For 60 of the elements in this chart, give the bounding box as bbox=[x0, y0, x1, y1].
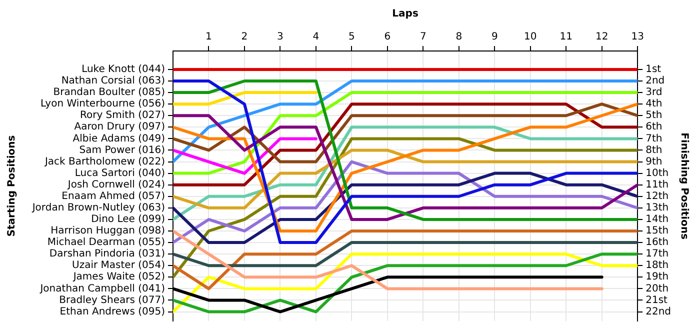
y-tick-label: 9th bbox=[646, 156, 662, 168]
y-tick-label: 21st bbox=[646, 294, 668, 306]
text: Michael Dearman (055) bbox=[47, 237, 166, 248]
y-tick-label: 15th bbox=[646, 226, 669, 237]
text: Jonathan Campbell (041) bbox=[39, 283, 166, 294]
y-tick-label: 1st bbox=[646, 64, 662, 76]
x-tick-label: 6 bbox=[384, 32, 391, 43]
y-tick-label: 17th bbox=[646, 248, 669, 260]
text: Starting Positions bbox=[6, 135, 18, 237]
text: Nathan Corsial (063) bbox=[61, 76, 166, 87]
y-tick-label: 19th bbox=[646, 272, 669, 283]
x-tick-label: 2 bbox=[241, 32, 248, 43]
text: Enaam Ahmed (057) bbox=[62, 190, 166, 202]
x-tick-label: 1 bbox=[206, 32, 212, 43]
y-tick-label: 2nd bbox=[646, 76, 665, 87]
text: Ethan Andrews (095) bbox=[60, 306, 166, 318]
text: Darshan Pindoria (031) bbox=[49, 248, 166, 260]
y-tick-label: 11th bbox=[646, 179, 669, 190]
text: Lyon Winterbourne (056) bbox=[40, 98, 166, 110]
text: Bradley Shears (077) bbox=[59, 294, 166, 306]
text: Jordan Brown-Nutley (063) bbox=[31, 202, 166, 214]
text: Harrison Huggan (098) bbox=[50, 226, 166, 237]
x-tick-label: 4 bbox=[312, 32, 320, 43]
y-tick-label: 3rd bbox=[646, 87, 662, 98]
text: Jack Bartholomew (022) bbox=[44, 156, 166, 168]
text: Brandan Boulter (085) bbox=[53, 87, 166, 98]
x-tick-label: 7 bbox=[420, 32, 426, 43]
y-tick-label: 6th bbox=[646, 122, 662, 133]
text: James Waite (052) bbox=[72, 272, 166, 283]
text: Rory Smith (027) bbox=[80, 110, 166, 122]
text: Josh Cornwell (024) bbox=[66, 179, 166, 190]
y-tick-label: 18th bbox=[646, 260, 669, 272]
text: Dino Lee (099) bbox=[91, 214, 166, 226]
y-tick-label: 10th bbox=[646, 168, 669, 179]
text: Aaron Drury (097) bbox=[74, 122, 166, 133]
text: Albie Adams (049) bbox=[72, 133, 166, 144]
x-tick-label: 10 bbox=[524, 32, 537, 43]
y-tick-label: 14th bbox=[646, 214, 669, 226]
x-tick-label: 12 bbox=[595, 32, 608, 43]
x-tick-label: 13 bbox=[631, 32, 644, 43]
x-tick-label: 8 bbox=[456, 32, 462, 43]
text: Luke Knott (044) bbox=[82, 64, 166, 76]
x-tick-label: 9 bbox=[491, 32, 498, 43]
x-axis-title: Laps bbox=[392, 8, 418, 20]
text: Sam Power (016) bbox=[79, 144, 166, 156]
x-tick-label: 5 bbox=[348, 32, 355, 43]
y-axis-title: Finishing Positions bbox=[678, 132, 690, 240]
y-tick-label: 4th bbox=[646, 98, 662, 110]
x-tick-label: 11 bbox=[560, 32, 572, 43]
text: Luca Sartori (040) bbox=[74, 168, 166, 179]
y-tick-label: 8th bbox=[646, 144, 662, 156]
y-tick-label: 5th bbox=[646, 110, 662, 122]
y-tick-label: 22nd bbox=[646, 306, 672, 318]
y-tick-label: 16th bbox=[646, 237, 669, 248]
x-tick-label: 3 bbox=[277, 32, 284, 43]
y-tick-label: 20th bbox=[646, 283, 669, 294]
y-tick-label: 13th bbox=[646, 202, 669, 214]
y-tick-label: 12th bbox=[646, 190, 669, 202]
y-tick-label: 7th bbox=[646, 133, 662, 144]
text: Uzair Master (054) bbox=[72, 260, 166, 272]
